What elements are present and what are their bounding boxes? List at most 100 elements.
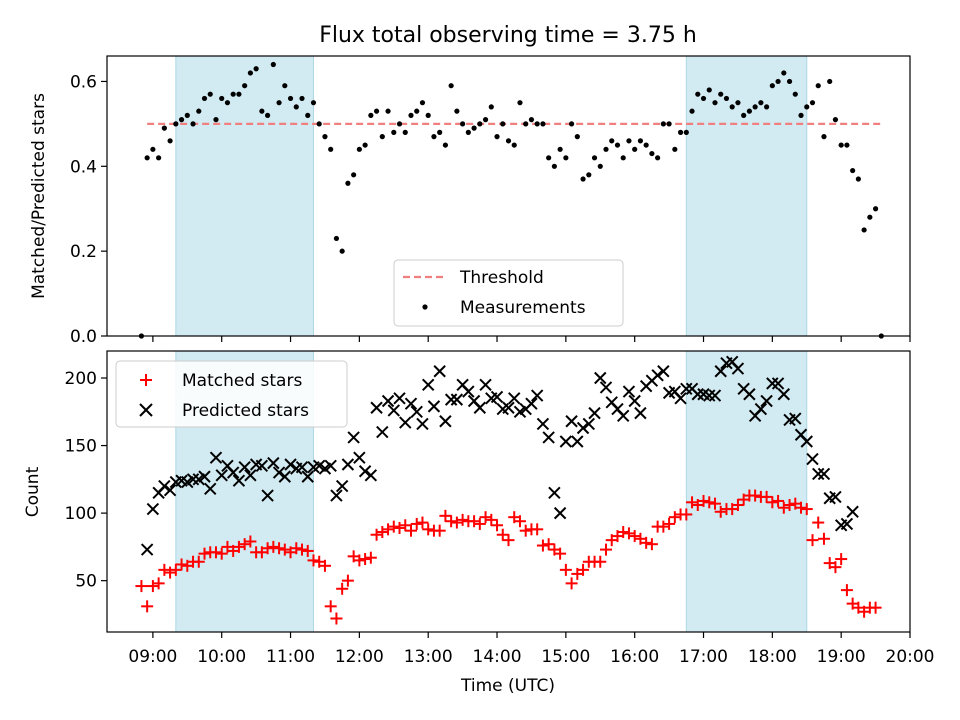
predicted-star-point — [800, 435, 813, 448]
measurement-point — [700, 95, 707, 102]
bottom-legend-box — [115, 360, 348, 428]
bottom-y-tick-label: 100 — [65, 504, 97, 524]
matched-star-point — [812, 516, 825, 529]
x-tick-label: 11:00 — [266, 647, 315, 667]
predicted-star-point — [393, 392, 406, 405]
measurement-point — [156, 155, 162, 161]
x-tick-label: 14:00 — [473, 647, 522, 667]
shaded-interval-2 — [685, 55, 808, 337]
predicted-star-point — [703, 389, 716, 402]
predicted-star-point — [714, 365, 727, 378]
bottom-y-tick-label: 200 — [65, 369, 97, 389]
top-y-axis-label: Matched/Predicted stars — [29, 93, 49, 299]
measurement-point — [362, 142, 368, 148]
matched-star-point — [686, 496, 699, 509]
matched-star-point — [479, 511, 492, 524]
measurement-point — [769, 83, 775, 89]
shaded-interval-1 — [175, 55, 314, 337]
predicted-star-point — [576, 421, 590, 435]
predicted-star-point — [140, 543, 154, 556]
matched-star-point — [829, 561, 842, 574]
predicted-star-point — [565, 415, 578, 428]
predicted-star-point — [347, 431, 360, 444]
measurement-point — [328, 146, 334, 152]
predicted-star-point — [508, 392, 521, 405]
matched-star-point — [393, 521, 406, 534]
measurement-point — [746, 108, 753, 114]
legend-threshold-label: Threshold — [459, 268, 544, 288]
measurement-point — [161, 125, 167, 131]
measurement-point — [540, 121, 546, 127]
measurement-point — [758, 100, 764, 106]
measurement-point — [488, 104, 494, 110]
x-axis-label: Time (UTC) — [460, 676, 555, 696]
matched-star-point — [307, 554, 320, 567]
matched-star-point — [141, 600, 154, 613]
bottom-y-tick-label: 50 — [75, 572, 97, 592]
predicted-star-point — [146, 502, 160, 516]
measurement-point — [775, 78, 781, 85]
predicted-star-point — [473, 401, 487, 414]
matched-star-point — [559, 563, 572, 576]
measurement-point — [655, 155, 661, 161]
matched-star-point — [708, 497, 721, 510]
matched-star-point — [795, 501, 808, 514]
measurement-point — [677, 129, 684, 135]
measurement-point — [173, 121, 179, 127]
matched-star-point — [840, 584, 853, 597]
predicted-star-point — [548, 486, 561, 500]
matched-star-point — [645, 538, 658, 551]
top-legend-box — [393, 259, 624, 327]
predicted-star-point — [812, 467, 825, 481]
predicted-star-point — [238, 460, 251, 474]
measurement-point — [517, 100, 523, 106]
measurement-point — [425, 112, 431, 118]
measurement-point — [844, 142, 850, 148]
matched-star-point — [410, 517, 423, 530]
predicted-star-point — [617, 409, 630, 423]
measurement-point — [666, 121, 672, 127]
predicted-star-point — [404, 397, 418, 410]
bottom-legend: Matched stars Predicted stars — [115, 360, 348, 428]
measurements-series — [138, 61, 884, 339]
predicted-star-point — [582, 417, 596, 431]
measurement-point — [620, 155, 626, 161]
matched-star-point — [772, 494, 785, 507]
matched-star-point — [175, 558, 188, 571]
measurement-point — [563, 155, 569, 161]
measurement-point — [614, 142, 621, 148]
matched-star-point — [714, 505, 727, 518]
legend-matched-label: Matched stars — [182, 371, 302, 391]
predicted-star-point — [817, 467, 831, 481]
measurement-point — [660, 121, 666, 127]
predicted-star-point — [490, 390, 504, 404]
predicted-star-point — [278, 470, 292, 483]
matched-star-point — [376, 526, 389, 539]
measurement-point — [454, 108, 460, 114]
measurement-point — [580, 176, 586, 182]
predicted-star-point — [789, 412, 802, 425]
predicted-star-point — [651, 369, 664, 382]
matched-star-point — [192, 555, 205, 568]
matched-star-point — [244, 535, 257, 548]
measurement-point — [379, 134, 385, 140]
legend-predicted-label: Predicted stars — [182, 401, 309, 421]
predicted-star-point — [588, 406, 601, 420]
measurement-point — [351, 172, 357, 178]
predicted-star-point — [599, 381, 613, 394]
predicted-star-point — [840, 517, 854, 531]
measurement-point — [368, 112, 374, 118]
measurement-point — [672, 146, 678, 152]
measurement-point — [546, 155, 552, 161]
matched-star-point — [135, 580, 148, 593]
matched-stars-series — [135, 489, 882, 625]
predicted-star-point — [743, 388, 756, 401]
measurement-point — [706, 87, 712, 93]
predicted-star-point — [416, 417, 429, 431]
measurement-point — [305, 112, 311, 118]
matched-star-point — [594, 555, 607, 568]
measurement-point — [190, 121, 196, 127]
measurement-point — [861, 227, 867, 233]
measurement-point — [184, 112, 190, 118]
predicted-star-point — [330, 489, 343, 502]
